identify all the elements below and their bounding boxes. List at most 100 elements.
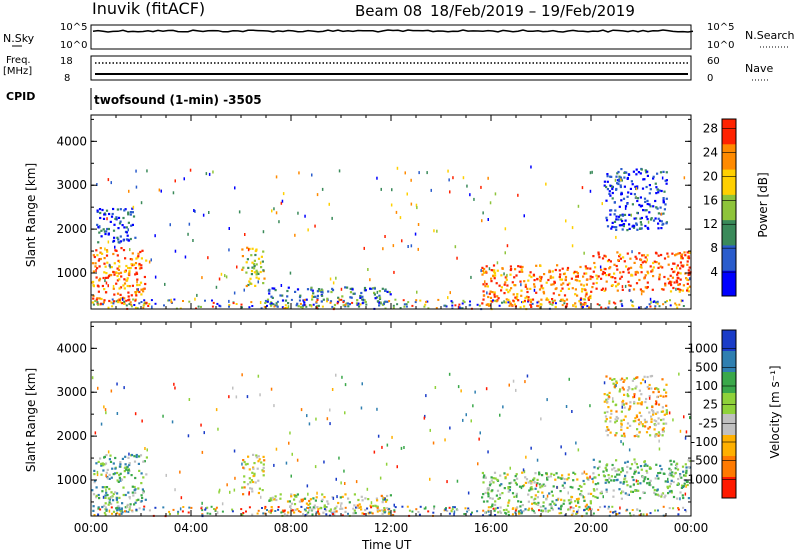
- data-cell: [655, 400, 658, 403]
- data-cell: [375, 505, 378, 508]
- data-cell: [491, 300, 494, 303]
- data-cell: [572, 304, 575, 307]
- data-cell: [638, 389, 641, 392]
- data-cell: [228, 304, 231, 306]
- data-cell: [505, 508, 508, 511]
- data-cell: [143, 302, 146, 305]
- data-cell: [133, 489, 136, 492]
- data-cell: [310, 288, 313, 291]
- data-cell: [242, 512, 245, 514]
- data-cell: [498, 496, 501, 500]
- data-cell: [484, 511, 487, 514]
- data-cell: [363, 286, 367, 290]
- colorbar-segment: [722, 169, 736, 196]
- data-cell: [135, 257, 138, 260]
- data-cell: [545, 498, 548, 501]
- data-cell: [102, 495, 105, 499]
- data-cell: [547, 509, 549, 513]
- data-cell: [131, 510, 134, 513]
- data-cell: [103, 230, 106, 233]
- data-cell: [280, 284, 283, 287]
- data-cell: [656, 488, 659, 491]
- data-cell: [630, 490, 633, 493]
- data-cell: [540, 509, 543, 512]
- data-cell: [359, 294, 362, 298]
- data-cell: [662, 505, 665, 508]
- data-cell: [245, 261, 248, 264]
- data-cell: [502, 405, 504, 409]
- data-cell: [552, 276, 555, 279]
- data-cell: [619, 388, 622, 391]
- data-cell: [517, 265, 520, 268]
- data-cell: [293, 503, 297, 506]
- data-cell: [316, 506, 319, 509]
- data-cell: [128, 298, 131, 301]
- data-cell: [390, 203, 393, 207]
- data-cell: [525, 455, 527, 459]
- data-cell: [127, 295, 130, 298]
- data-cell: [616, 251, 619, 254]
- data-cell: [663, 257, 667, 260]
- data-cell: [105, 491, 108, 494]
- data-cell: [282, 510, 285, 513]
- data-cell: [644, 463, 647, 466]
- data-cell: [174, 249, 177, 253]
- data-cell: [629, 512, 631, 515]
- data-cell: [641, 423, 644, 426]
- data-cell: [667, 263, 670, 266]
- data-cell: [492, 299, 494, 302]
- data-cell: [107, 227, 110, 231]
- data-cell: [651, 405, 654, 409]
- data-cell: [540, 298, 543, 301]
- data-cell: [537, 501, 540, 504]
- data-cell: [607, 258, 611, 262]
- data-cell: [232, 302, 235, 305]
- data-cell: [360, 291, 363, 295]
- data-cell: [253, 271, 256, 274]
- data-cell: [247, 266, 250, 269]
- data-cell: [482, 283, 485, 286]
- data-cell: [133, 485, 136, 489]
- data-cell: [370, 511, 373, 514]
- data-cell: [302, 498, 304, 502]
- data-cell: [561, 267, 564, 270]
- data-cell: [623, 260, 626, 263]
- data-cell: [651, 269, 654, 273]
- data-cell: [657, 222, 660, 225]
- data-cell: [182, 506, 185, 508]
- data-cell: [118, 260, 121, 264]
- data-cell: [286, 514, 289, 517]
- data-cell: [119, 235, 122, 238]
- data-cell: [143, 505, 146, 508]
- colorbar-segment: [722, 477, 736, 499]
- data-cell: [92, 270, 95, 273]
- data-cell: [659, 265, 662, 268]
- data-cell: [478, 437, 480, 441]
- data-cell: [598, 465, 601, 468]
- data-cell: [330, 290, 333, 294]
- data-cell: [487, 295, 490, 299]
- data-cell: [594, 483, 597, 486]
- data-cell: [140, 266, 143, 270]
- data-cell: [617, 215, 621, 218]
- data-cell: [646, 258, 648, 262]
- data-cell: [635, 195, 637, 199]
- freq-tick-top: 18: [60, 56, 73, 67]
- data-cell: [417, 511, 420, 513]
- data-cell: [270, 302, 273, 305]
- data-cell: [657, 266, 660, 269]
- data-cell: [603, 180, 606, 183]
- data-cell: [262, 250, 265, 253]
- data-cell: [119, 271, 123, 274]
- power-ylabel: Slant Range [km]: [24, 163, 38, 267]
- data-cell: [285, 461, 288, 465]
- data-cell: [652, 411, 655, 414]
- data-cell: [246, 258, 249, 261]
- data-cell: [449, 426, 451, 430]
- data-cell: [124, 510, 126, 513]
- data-cell: [171, 420, 174, 424]
- data-cell: [633, 217, 636, 220]
- data-cell: [632, 288, 636, 291]
- data-cell: [493, 471, 497, 474]
- data-cell: [459, 307, 462, 310]
